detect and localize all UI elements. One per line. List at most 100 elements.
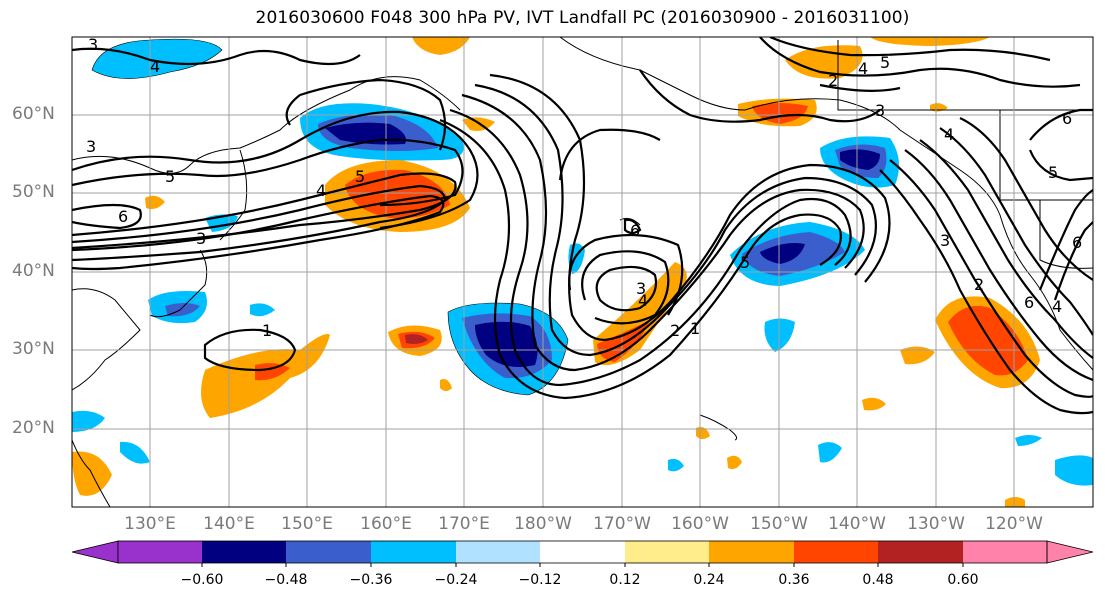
contour-label: 1	[262, 321, 272, 340]
positive-anomaly-blob	[862, 397, 886, 411]
contour-label: 4	[1052, 297, 1062, 316]
positive-anomaly-blob	[900, 346, 935, 365]
lat-label-60n: 60°N	[12, 104, 55, 124]
positive-anomaly-blob	[948, 305, 1028, 376]
colorbar-tick-label: 0.36	[778, 572, 810, 588]
contour-label: 3	[636, 279, 646, 298]
lon-label-160w: 160°W	[671, 514, 729, 534]
map-frame	[71, 36, 1094, 508]
lon-label-150e: 150°E	[281, 514, 333, 534]
contour-label: 4	[150, 57, 160, 76]
negative-anomaly-blob	[250, 303, 275, 317]
contour-label: 5	[880, 53, 890, 72]
positive-anomaly-blob	[1005, 497, 1025, 507]
colorbar-bin	[286, 541, 371, 563]
lon-label-170w: 170°W	[593, 514, 651, 534]
colorbar-tick-label: −0.24	[434, 572, 478, 588]
colorbar-bin	[625, 541, 709, 563]
lon-label-140e: 140°E	[203, 514, 255, 534]
colorbar-tick-label: −0.60	[180, 572, 224, 588]
negative-anomaly-blob	[764, 318, 795, 352]
negative-anomaly-blob	[668, 458, 684, 472]
positive-anomaly-blob	[145, 195, 165, 210]
contour-label: 6	[118, 207, 128, 226]
colorbar-tick-label: 0.48	[862, 572, 894, 588]
lat-label-40n: 40°N	[12, 261, 55, 281]
lat-label-20n: 20°N	[12, 418, 55, 438]
positive-anomaly-blob	[727, 455, 742, 470]
lon-label-150w: 150°W	[750, 514, 808, 534]
positive-anomaly-blob	[870, 37, 990, 46]
colorbar-tick-label: −0.12	[518, 572, 562, 588]
contour-label: 3	[196, 229, 206, 248]
lon-label-180w: 180°W	[514, 514, 572, 534]
colorbar-bin	[456, 541, 540, 563]
negative-anomaly-blob	[1015, 435, 1042, 446]
negative-anomaly-blob	[1055, 455, 1093, 486]
contour-label: 2	[974, 275, 984, 294]
colorbar-tick-label: 0.24	[693, 572, 725, 588]
negative-anomaly-blob	[818, 442, 842, 463]
lat-label-30n: 30°N	[12, 339, 55, 359]
contour-label: 6	[630, 221, 640, 240]
lon-label-160e: 160°E	[360, 514, 412, 534]
contour-label: 3	[940, 231, 950, 250]
colorbar-bin	[540, 541, 625, 563]
contour-label: 4	[944, 125, 954, 144]
positive-anomaly-blob	[405, 334, 428, 344]
colorbar-tick-label: −0.36	[349, 572, 393, 588]
colorbar-tick-label: 0.12	[609, 572, 641, 588]
lon-label-140w: 140°W	[828, 514, 886, 534]
colorbar-bin	[118, 541, 202, 563]
negative-anomaly-blob	[760, 243, 805, 264]
colorbar-bin	[709, 541, 794, 563]
colorbar-tick-label: 0.60	[947, 572, 979, 588]
contour-label: 6	[1024, 293, 1034, 312]
positive-anomaly-blob	[440, 379, 452, 391]
contour-label: 5	[165, 167, 175, 186]
positive-anomaly-blob	[597, 320, 650, 362]
negative-anomaly-blob	[840, 149, 880, 170]
negative-anomaly-blob	[475, 321, 538, 368]
colorbar-bin	[878, 541, 963, 563]
colorbar-outline	[117, 540, 1048, 564]
negative-anomaly-blob	[120, 441, 150, 464]
contour-label: 4	[858, 59, 868, 78]
positive-anomaly-blob	[412, 37, 470, 55]
lon-label-170e: 170°E	[438, 514, 490, 534]
contour-label: 6	[1062, 109, 1072, 128]
lon-label-130w: 130°W	[907, 514, 965, 534]
contour-label: 2	[670, 321, 680, 340]
positive-anomaly-blob	[930, 103, 948, 112]
contour-label: 2	[828, 71, 838, 90]
contour-label: 3	[88, 35, 98, 54]
contour-label: 4	[316, 181, 326, 200]
colorbar-bin	[371, 541, 456, 563]
colorbar-bin	[794, 541, 878, 563]
map-title: 2016030600 F048 300 hPa PV, IVT Landfall…	[255, 8, 910, 28]
colorbar-extend-low	[71, 540, 119, 564]
negative-anomaly-blob	[91, 38, 223, 79]
lon-label-120w: 120°W	[985, 514, 1043, 534]
contour-label: 4	[638, 291, 648, 310]
lon-label-130e: 130°E	[124, 514, 176, 534]
contour-label: 5	[1048, 163, 1058, 182]
ivt-contours	[72, 37, 1093, 415]
contour-label: 5	[355, 167, 365, 186]
graticule	[72, 37, 1093, 507]
contour-label: 3	[875, 101, 885, 120]
positive-anomaly-blob	[255, 363, 290, 381]
contour-label: 5	[740, 253, 750, 272]
colorbar-bin	[202, 541, 286, 563]
negative-anomaly-blob	[72, 410, 105, 432]
colorbar	[71, 540, 1094, 567]
contour-label: 1	[690, 319, 700, 338]
colorbar-tick-label: −0.48	[264, 572, 308, 588]
contour-labels: 3 4 3 5 6 3 5 4 1 6 3 4 2 1 5 2 4 5 3 6 …	[86, 35, 1082, 340]
contour-label: 6	[1072, 233, 1082, 252]
colorbar-extend-high	[1046, 540, 1094, 564]
lat-label-50n: 50°N	[12, 182, 55, 202]
contour-label: 3	[86, 137, 96, 156]
colorbar-bin	[963, 541, 1047, 563]
